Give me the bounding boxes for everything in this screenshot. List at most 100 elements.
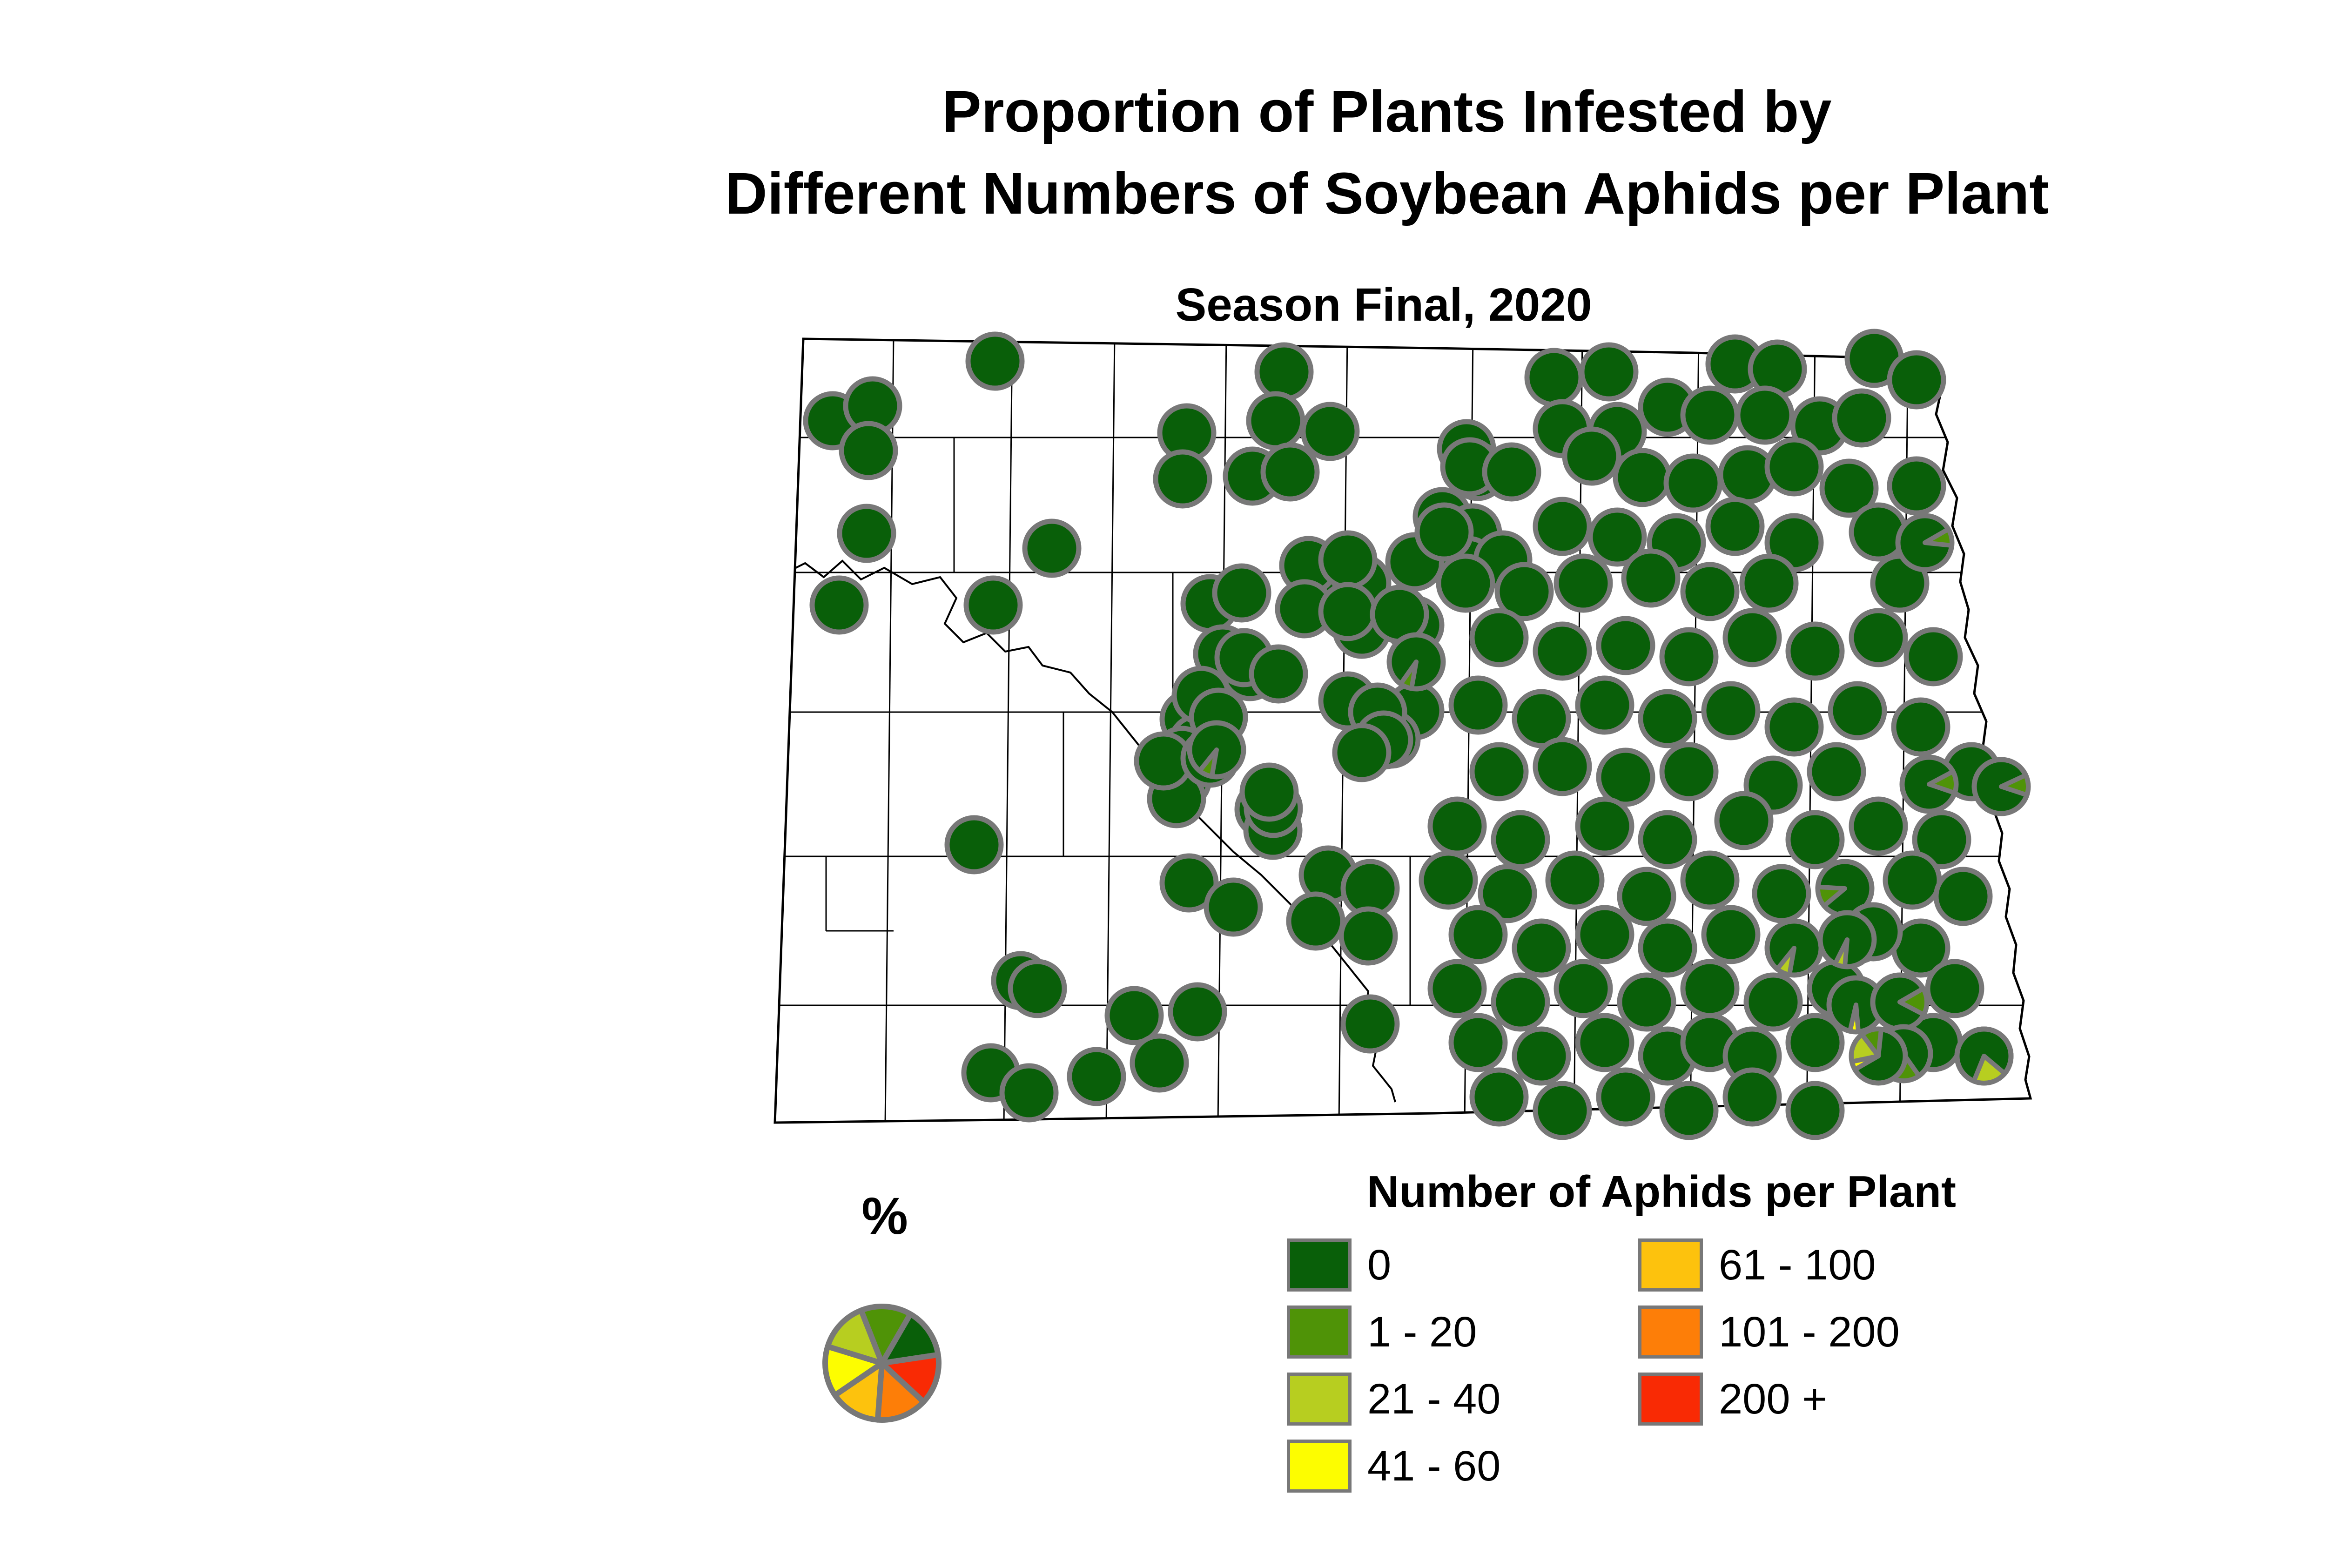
legend-item: 200 + <box>1638 1373 1900 1426</box>
site-pie-marker <box>1807 742 1866 801</box>
sample-pie-slice <box>822 1344 885 1398</box>
site-pie-marker <box>1022 518 1082 578</box>
site-pie-marker <box>1533 621 1592 681</box>
site-pie-marker-mixed <box>1870 972 1930 1032</box>
site-pie-marker <box>1575 1013 1634 1072</box>
site-pie-marker <box>1318 582 1378 641</box>
site-pie-marker <box>1419 850 1478 910</box>
site-pie-marker <box>1482 442 1541 502</box>
site-pie-marker <box>1680 562 1740 621</box>
site-pie-marker <box>1469 1067 1529 1127</box>
missouri-river-line <box>779 559 1396 1103</box>
site-pie-marker <box>1680 959 1740 1018</box>
site-pie-marker <box>944 815 1004 875</box>
site-pie-marker <box>1722 608 1782 667</box>
site-pie-marker <box>1575 675 1634 735</box>
site-pie-marker <box>1587 507 1647 567</box>
chart-title: Proportion of Plants Infested by Differe… <box>442 71 2327 235</box>
site-pie-marker <box>1659 627 1719 686</box>
site-pie-marker-mixed <box>1764 918 1824 978</box>
legend-column-1: 0 1 - 20 21 - 40 41 - 60 <box>1287 1238 1501 1507</box>
site-pie-marker <box>1469 608 1529 667</box>
chart-title-line2: Different Numbers of Soybean Aphids per … <box>725 161 2049 226</box>
site-pie-marker <box>1764 437 1824 497</box>
site-pie-marker <box>1659 742 1719 801</box>
site-pie-marker <box>1491 810 1550 869</box>
site-pie-marker <box>1819 458 1879 518</box>
legend-swatch <box>1287 1238 1352 1292</box>
site-pie-marker <box>1832 388 1891 448</box>
site-pie-marker <box>1427 959 1487 1018</box>
site-pie-marker <box>1575 796 1634 856</box>
site-pie-marker <box>965 331 1025 391</box>
sample-pie-slice <box>879 1352 942 1405</box>
site-pie-marker <box>1494 562 1554 621</box>
legend-item: 21 - 40 <box>1287 1373 1500 1426</box>
site-pie-marker <box>1680 385 1740 445</box>
site-pie-marker <box>1579 342 1639 402</box>
site-pie-marker <box>1469 742 1529 801</box>
legend-item-label: 101 - 200 <box>1719 1308 1900 1356</box>
sample-pie-slice <box>858 1304 913 1366</box>
sample-pie-slice <box>879 1311 941 1366</box>
site-pie-marker <box>1596 747 1655 807</box>
north-dakota-county-map <box>773 329 2032 1140</box>
legend-item-label: 0 <box>1367 1241 1392 1289</box>
site-pie-marker <box>1912 810 1971 869</box>
site-pie-marker <box>1925 959 1984 1018</box>
site-pie-marker <box>1448 675 1508 735</box>
site-pie-marker <box>1743 972 1803 1032</box>
site-pie-marker <box>837 504 896 563</box>
site-pie-marker <box>1562 426 1621 486</box>
site-pie-marker <box>1286 891 1345 951</box>
legend-swatch <box>1638 1306 1703 1359</box>
legend-title: Number of Aphids per Plant <box>1367 1167 1956 1217</box>
site-pie-marker <box>1828 681 1887 740</box>
site-pie-marker <box>1340 994 1400 1054</box>
site-pie-marker <box>1596 1067 1655 1127</box>
site-pie-marker <box>1663 453 1723 513</box>
site-pie-marker <box>1436 553 1495 613</box>
legend-item: 1 - 20 <box>1287 1306 1500 1359</box>
chart-title-line1: Proportion of Plants Infested by <box>942 79 1832 144</box>
site-pie-marker <box>1427 796 1487 856</box>
site-pie-marker-mixed <box>1187 720 1246 780</box>
site-pie-marker <box>1239 762 1299 822</box>
site-pie-marker <box>1701 905 1761 964</box>
site-pie-marker <box>1067 1047 1126 1106</box>
site-pie-marker <box>1785 1013 1845 1072</box>
site-pie-marker <box>1300 402 1360 461</box>
site-pie-marker-mixed <box>1826 975 1886 1035</box>
site-pie-marker <box>1891 697 1950 757</box>
site-pie-marker <box>1785 810 1845 869</box>
legend-item-label: 61 - 100 <box>1719 1241 1876 1289</box>
legend-item-label: 200 + <box>1719 1375 1827 1423</box>
site-pie-marker <box>1764 697 1824 757</box>
site-pie-marker <box>1554 959 1613 1018</box>
site-pie-marker <box>1512 1026 1571 1086</box>
site-pie-marker-mixed <box>1971 757 2031 816</box>
legend-swatch <box>1287 1440 1352 1493</box>
site-pie-marker <box>1785 1081 1845 1140</box>
legend-item-label: 41 - 60 <box>1367 1442 1501 1490</box>
site-pie-marker <box>1722 1067 1782 1127</box>
site-pie-marker <box>1512 918 1571 978</box>
site-pie-marker-mixed <box>1815 859 1875 918</box>
site-pie-marker <box>1680 850 1740 910</box>
site-pie-marker <box>1478 864 1537 923</box>
site-pie-marker <box>1533 1081 1592 1140</box>
site-pie-marker <box>1491 972 1550 1032</box>
site-pie-marker <box>1246 391 1305 451</box>
site-pie-marker <box>1659 1081 1719 1140</box>
site-pie-marker <box>1104 986 1164 1045</box>
site-pie-marker <box>1575 905 1634 964</box>
site-pie-marker <box>1338 906 1398 966</box>
site-pie-marker <box>1638 918 1697 978</box>
site-pie-marker <box>1260 442 1320 502</box>
site-pie-marker <box>839 421 898 480</box>
site-pie-marker <box>1887 456 1946 516</box>
site-pie-marker <box>1008 959 1067 1018</box>
site-pie-marker <box>1249 644 1308 704</box>
site-pie-marker <box>1512 689 1571 748</box>
site-pie-marker-mixed <box>1817 910 1877 969</box>
